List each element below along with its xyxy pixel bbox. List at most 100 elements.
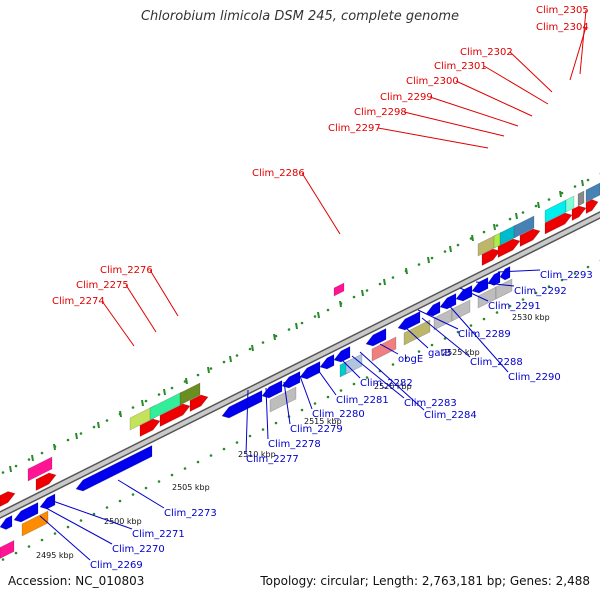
- tick-dot: [118, 499, 122, 503]
- tick-dot: [469, 324, 473, 327]
- tick-dot: [235, 441, 239, 444]
- tick-dot: [170, 473, 174, 477]
- tick-mark: [449, 245, 452, 253]
- callout-line: [245, 389, 249, 455]
- gene-gatB: [403, 319, 431, 346]
- gene-Clim_2286: [333, 282, 345, 297]
- tick-dot: [326, 308, 330, 312]
- topology-summary: Topology: circular; Length: 2,763,181 bp…: [260, 574, 590, 588]
- callout-line: [455, 80, 533, 117]
- callout-line: [39, 515, 91, 561]
- gene-label-top: Clim_2276: [100, 265, 153, 276]
- tick-dot: [352, 295, 356, 299]
- callout-line: [429, 96, 519, 127]
- gene-label-top: Clim_2274: [52, 296, 105, 307]
- tick-dot: [92, 425, 96, 429]
- tick-dot: [53, 532, 57, 535]
- tick-dot: [352, 382, 356, 386]
- tick-mark: [295, 322, 298, 330]
- kbp-label: 2505 kbp: [172, 483, 210, 492]
- callout-line: [377, 127, 489, 149]
- gene-label-top: Clim_2301: [434, 61, 487, 72]
- gene-Clim_2276: [179, 382, 201, 406]
- gene-top: [189, 394, 209, 412]
- tick-dot: [391, 276, 395, 279]
- tick-dot: [326, 395, 330, 399]
- map-title: Chlorobium limicola DSM 245, complete ge…: [140, 9, 460, 24]
- gene-top: [571, 205, 587, 221]
- callout-line: [149, 269, 179, 317]
- gene-label-bottom: Clim_2283: [404, 398, 457, 409]
- gene-top: [159, 403, 191, 427]
- tick-mark: [119, 410, 122, 418]
- gene-label-top: Clim_2297: [328, 123, 381, 134]
- callout-line: [299, 375, 313, 410]
- gene-label-bottom: Clim_2284: [424, 410, 477, 421]
- tick-mark: [405, 267, 408, 275]
- gene-Clim_2292: [495, 278, 513, 300]
- tick-dot: [547, 198, 551, 201]
- gene-label-bottom: Clim_2281: [336, 395, 389, 406]
- tick-dot: [131, 493, 135, 496]
- tick-dot: [79, 519, 83, 522]
- tick-mark: [515, 212, 518, 220]
- tick-dot: [79, 432, 83, 435]
- callout-line: [341, 359, 361, 379]
- tick-dot: [508, 217, 512, 221]
- tick-dot: [209, 454, 213, 457]
- tick-dot: [404, 356, 408, 360]
- gene-label-bottom: Clim_2278: [268, 439, 321, 450]
- tick-dot: [170, 386, 174, 390]
- gene-label-top: Clim_2299: [380, 92, 433, 103]
- callout-line: [301, 172, 341, 235]
- tick-dot: [157, 480, 161, 483]
- gene-Clim_2305: [585, 182, 600, 203]
- callout-line: [459, 287, 489, 302]
- tick-mark: [317, 311, 320, 319]
- tick-mark: [141, 399, 144, 407]
- callout-line: [483, 65, 549, 105]
- gene-top: [481, 248, 501, 266]
- tick-dot: [417, 263, 421, 266]
- gene-label-bottom: obgE: [398, 354, 423, 365]
- callout-line: [379, 343, 399, 355]
- tick-dot: [105, 506, 109, 509]
- tick-mark: [427, 256, 430, 264]
- gene-bottom: [39, 493, 56, 510]
- tick-dot: [40, 538, 44, 542]
- tick-dot: [248, 347, 252, 351]
- tick-dot: [209, 367, 213, 370]
- tick-mark: [53, 443, 56, 451]
- tick-dot: [183, 467, 187, 470]
- callout-line: [475, 281, 515, 287]
- gene-label-bottom: Clim_2269: [90, 560, 143, 571]
- gene-obgE: [371, 336, 397, 362]
- gene-Clim_2278: [269, 386, 297, 413]
- tick-dot: [105, 419, 109, 422]
- tick-dot: [495, 311, 499, 314]
- gene-bottom: [0, 515, 13, 530]
- callout-line: [317, 369, 337, 396]
- tick-dot: [300, 408, 304, 412]
- tick-dot: [27, 458, 31, 461]
- tick-dot: [222, 447, 226, 451]
- gene-top: [497, 238, 521, 258]
- tick-dot: [92, 512, 96, 516]
- tick-dot: [248, 434, 252, 438]
- gene-Clim_2300: [513, 215, 535, 239]
- callout-line: [117, 479, 165, 509]
- callout-line: [403, 111, 505, 137]
- gene-bottom: [13, 502, 39, 523]
- callout-line: [417, 309, 459, 330]
- tick-dot: [27, 545, 31, 548]
- tick-dot: [508, 304, 512, 308]
- tick-dot: [521, 298, 525, 301]
- tick-dot: [339, 389, 343, 392]
- tick-mark: [581, 179, 584, 187]
- gene-top: [35, 472, 57, 491]
- gene-top: [139, 418, 161, 437]
- callout-line: [445, 301, 509, 373]
- callout-line: [359, 351, 425, 411]
- tick-dot: [586, 178, 590, 182]
- gene-label-bottom: Clim_2291: [488, 301, 541, 312]
